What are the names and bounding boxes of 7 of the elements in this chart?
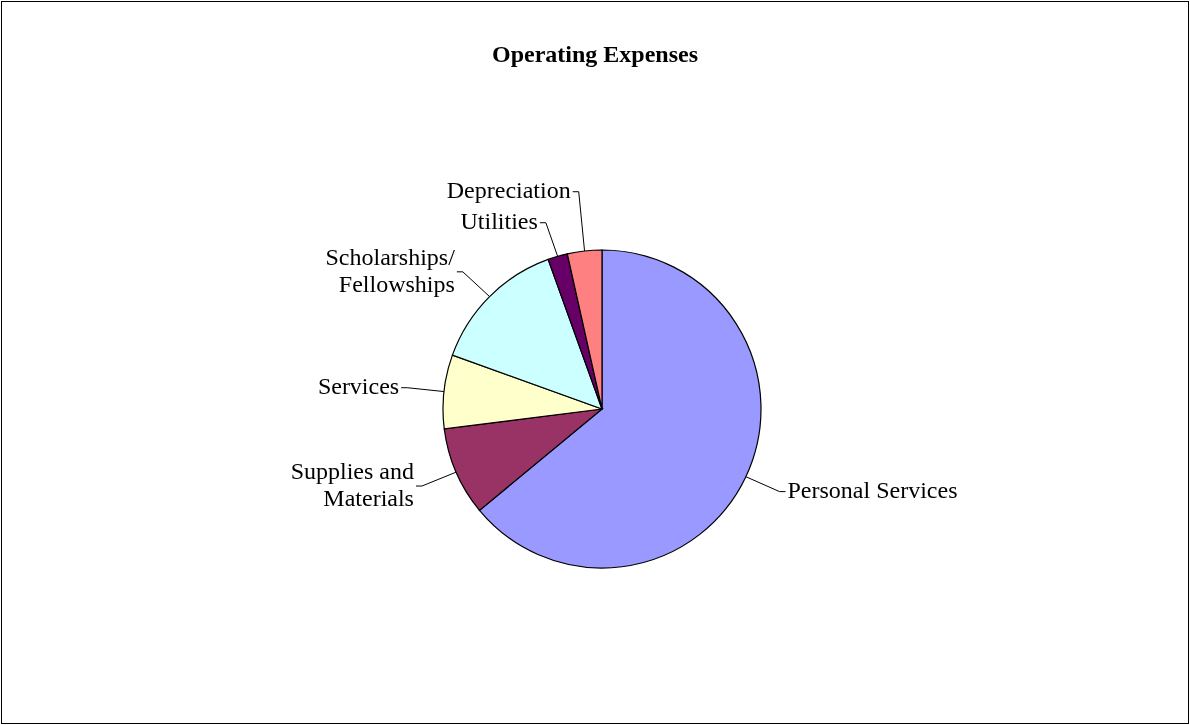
chart-title: Operating Expenses — [491, 41, 699, 67]
slice-label: Utilities — [460, 208, 538, 235]
slice-label: Personal Services — [787, 477, 958, 504]
slice-label: Services — [317, 373, 400, 400]
slice-label: Supplies and Materials — [290, 458, 414, 512]
slice-label: Scholarships/ Fellowships — [325, 244, 456, 298]
slice-label: Depreciation — [446, 177, 571, 204]
